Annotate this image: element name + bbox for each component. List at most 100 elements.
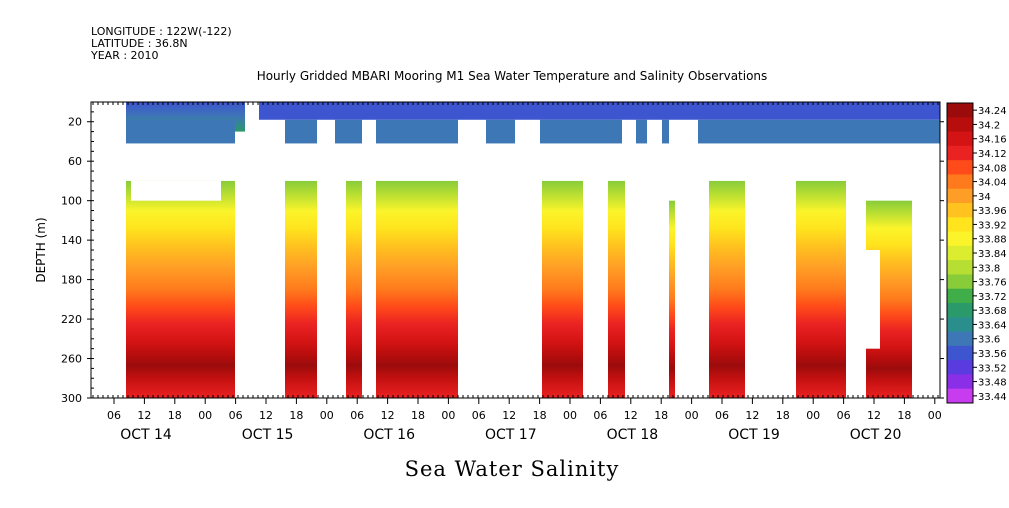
colorbar-swatch — [947, 131, 973, 147]
x-day-label: OCT 16 — [363, 427, 415, 443]
x-tick-label: 12 — [867, 409, 881, 422]
x-tick-label: 12 — [259, 409, 273, 422]
salinity-block — [376, 180, 458, 398]
missing-data — [866, 250, 880, 349]
colorbar-label: 33.6 — [978, 335, 1000, 346]
salinity-block — [346, 180, 362, 398]
colorbar-label: 34.08 — [978, 163, 1007, 174]
x-tick-label: 12 — [745, 409, 759, 422]
x-tick-label: 00 — [441, 409, 455, 422]
x-tick-label: 00 — [320, 409, 334, 422]
x-tick-label: 18 — [289, 409, 303, 422]
y-tick-label: 20 — [68, 116, 82, 129]
surface-band — [285, 119, 317, 144]
y-tick-label: 140 — [61, 234, 82, 247]
latitude-label: LATITUDE : 36.8N — [91, 37, 188, 50]
surface-band — [335, 119, 362, 144]
surface-band — [662, 119, 669, 144]
colorbar-swatch — [947, 145, 973, 161]
surface-band — [486, 119, 515, 144]
x-day-label: OCT 19 — [728, 427, 780, 443]
y-tick-label: 220 — [61, 313, 82, 326]
x-tick-label: 06 — [593, 409, 607, 422]
colorbar-swatch — [947, 288, 973, 304]
colorbar-label: 33.8 — [978, 263, 1000, 274]
colorbar-label: 33.88 — [978, 235, 1007, 246]
colorbar-label: 34.16 — [978, 135, 1007, 146]
colorbar: 34.24 34.2 34.16 34.12 34.08 34.04 34 33.96 33.9… — [946, 102, 1007, 404]
salinity-block — [126, 180, 235, 398]
y-tick-label: 260 — [61, 353, 82, 366]
x-tick-label: 00 — [928, 409, 942, 422]
year-label: YEAR : 2010 — [90, 49, 159, 62]
surface-band — [126, 119, 235, 144]
colorbar-swatch — [947, 174, 973, 190]
x-tick-label: 18 — [411, 409, 425, 422]
colorbar-swatch — [947, 360, 973, 375]
surface-band — [636, 119, 647, 144]
surface-band — [259, 102, 940, 120]
salinity-block — [709, 180, 745, 398]
colorbar-label: 33.72 — [978, 292, 1007, 303]
colorbar-swatch — [947, 303, 973, 318]
colorbar-label: 34.24 — [978, 106, 1007, 117]
salinity-block — [608, 180, 625, 398]
salinity-block — [796, 180, 846, 398]
colorbar-label: 34 — [978, 192, 991, 203]
surface-band — [376, 119, 458, 144]
x-tick-label: 00 — [685, 409, 699, 422]
surface-band — [540, 119, 622, 144]
x-tick-label: 06 — [107, 409, 121, 422]
colorbar-label: 34.2 — [978, 120, 1000, 131]
x-day-label: OCT 18 — [607, 427, 659, 443]
colorbar-swatch — [947, 217, 973, 232]
x-day-label: OCT 15 — [242, 427, 294, 443]
x-tick-label: 18 — [776, 409, 790, 422]
colorbar-label: 33.84 — [978, 249, 1007, 260]
longitude-label: LONGITUDE : 122W(-122) — [91, 25, 232, 38]
salinity-block — [285, 180, 317, 398]
colorbar-label: 33.44 — [978, 392, 1007, 403]
salinity-block — [669, 200, 675, 398]
colorbar-swatch — [947, 374, 973, 390]
x-day-label: OCT 20 — [850, 427, 902, 443]
y-axis-title: DEPTH (m) — [34, 217, 48, 282]
colorbar-label: 34.12 — [978, 149, 1007, 160]
missing-data — [317, 180, 346, 398]
x-tick-label: 00 — [563, 409, 577, 422]
colorbar-swatch — [947, 160, 973, 175]
colorbar-swatch — [947, 103, 973, 118]
colorbar-swatch — [947, 274, 973, 290]
colorbar-swatch — [947, 245, 973, 261]
missing-data — [583, 180, 608, 398]
colorbar-label: 33.52 — [978, 363, 1007, 374]
x-tick-label: 00 — [198, 409, 212, 422]
x-tick-label: 06 — [472, 409, 486, 422]
y-axis: 20 60 100 140 180 220 260 300 — [61, 101, 944, 405]
missing-data — [239, 143, 285, 398]
colorbar-label: 33.68 — [978, 306, 1007, 317]
x-tick-label: 18 — [897, 409, 911, 422]
x-tick-label: 06 — [715, 409, 729, 422]
x-tick-label: 06 — [350, 409, 364, 422]
colorbar-swatch — [947, 345, 973, 361]
colorbar-swatch — [947, 388, 973, 404]
colorbar-label: 33.48 — [978, 378, 1007, 389]
plot-frame — [90, 101, 941, 399]
x-tick-label: 12 — [502, 409, 516, 422]
colorbar-swatch — [947, 231, 973, 247]
x-tick-label: 12 — [381, 409, 395, 422]
x-tick-label: 06 — [229, 409, 243, 422]
colorbar-label: 33.92 — [978, 220, 1007, 231]
x-tick-label: 12 — [624, 409, 638, 422]
x-day-label: OCT 17 — [485, 427, 537, 443]
surface-band — [698, 119, 940, 144]
colorbar-label: 33.64 — [978, 320, 1007, 331]
x-tick-label: 18 — [168, 409, 182, 422]
x-tick-label: 12 — [137, 409, 151, 422]
colorbar-swatch — [947, 188, 973, 204]
colorbar-swatch — [947, 203, 973, 218]
salinity-block — [542, 180, 584, 398]
